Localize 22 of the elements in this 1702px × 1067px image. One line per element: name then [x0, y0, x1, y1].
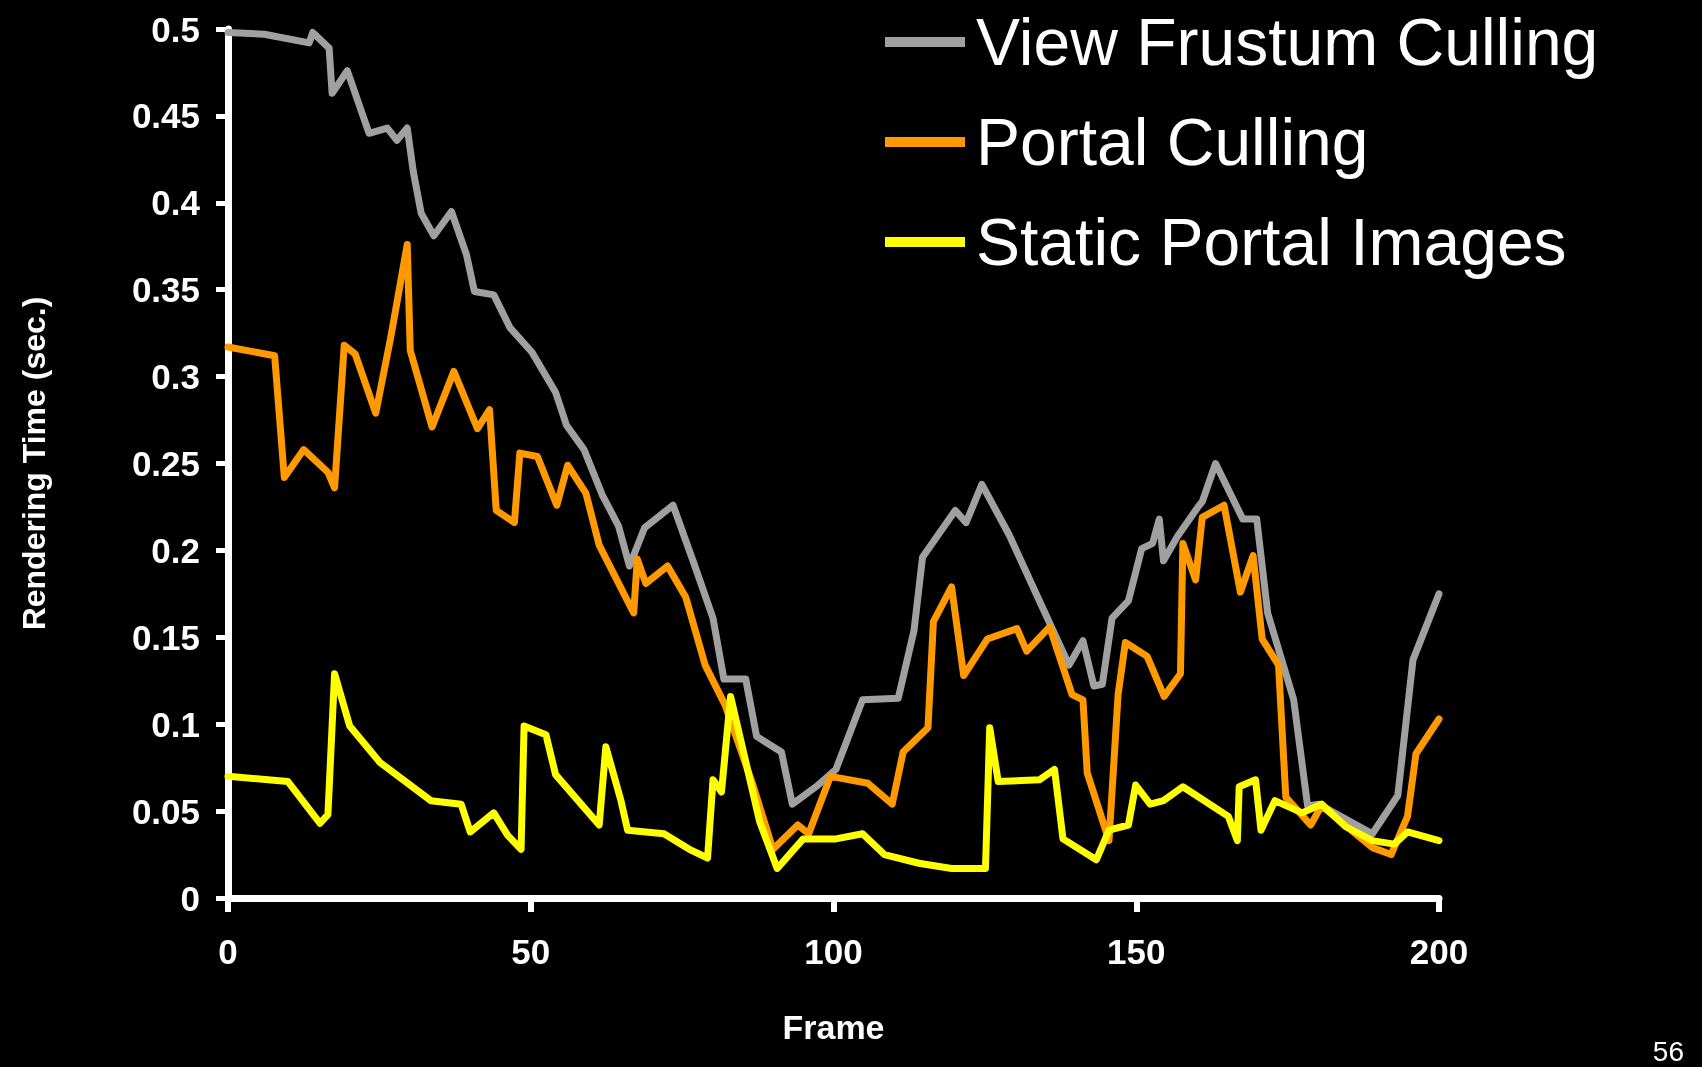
x-tick-label: 100 [804, 932, 863, 971]
y-tick-label: 0.45 [131, 96, 200, 136]
legend-label: View Frustum Culling [976, 5, 1599, 79]
y-tick-label: 0.25 [131, 444, 200, 483]
y-axis-title: Rendering Time (sec.) [16, 296, 52, 631]
y-tick-label: 0.2 [151, 530, 200, 570]
y-tick-label: 0.05 [131, 791, 200, 831]
x-tick-label: 0 [218, 932, 238, 971]
x-axis-title: Frame [782, 1008, 885, 1046]
y-tick-label: 0.15 [131, 617, 200, 657]
y-tick-label: 0.3 [151, 357, 200, 397]
legend-label: Static Portal Images [976, 205, 1567, 279]
y-tick-label: 0.1 [151, 704, 200, 744]
x-tick-label: 150 [1107, 932, 1166, 971]
x-tick-label: 200 [1409, 932, 1469, 971]
x-tick-label: 50 [511, 932, 551, 971]
legend-label: Portal Culling [976, 105, 1369, 179]
text: 56 [1652, 1035, 1685, 1067]
y-tick-label: 0.35 [131, 270, 200, 310]
y-tick-label: 0.5 [151, 9, 200, 49]
y-tick-label: 0 [180, 878, 200, 918]
y-tick-label: 0.4 [151, 183, 201, 223]
